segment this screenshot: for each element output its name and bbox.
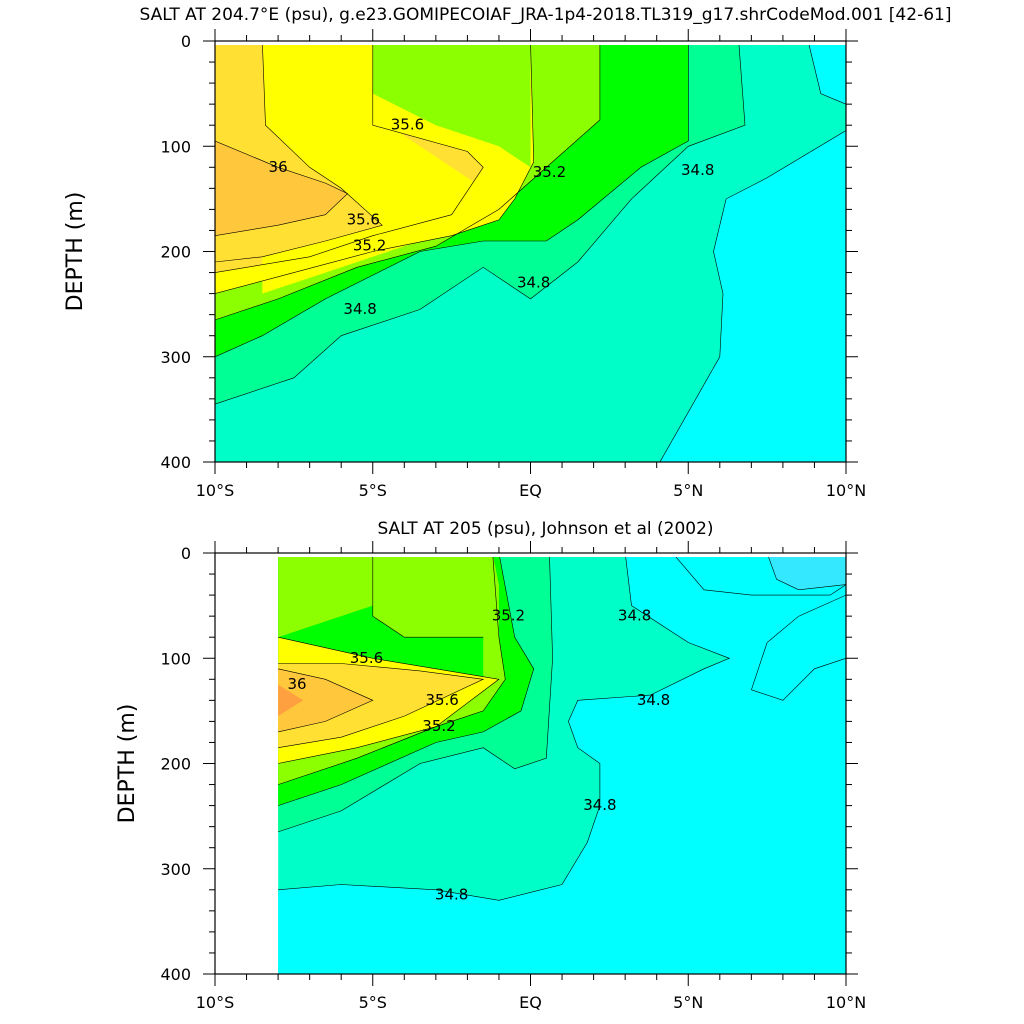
top-contour-line [659,130,846,462]
bottom-contour-line [278,557,506,785]
bottom-y-axis-label: DEPTH (m) [115,704,140,824]
top-x-tick-label: 5°S [359,481,387,500]
bottom-contour-label: 35.2 [422,717,455,735]
top-contour-label: 34.8 [343,300,376,318]
bottom-contour-region [278,557,373,638]
bottom-y-tick-label: 400 [160,965,191,984]
top-x-tick-label: 10°S [196,481,235,500]
top-contour-label: 36 [269,158,288,176]
bottom-contour-plot: SALT AT 205 (psu), Johnson et al (2002) 3… [115,519,866,1012]
bottom-filled-contours [278,557,847,974]
bottom-panel: SALT AT 205 (psu), Johnson et al (2002) 3… [0,512,1024,1024]
bottom-contour-region [278,668,373,732]
top-x-tick-label: 5°N [673,481,703,500]
top-contour-label: 35.2 [533,163,566,181]
bottom-x-tick-label: 10°N [826,993,866,1012]
bottom-contour-label: 34.8 [637,691,670,709]
bottom-y-tick-label: 100 [160,649,191,668]
top-contour-line [215,45,746,405]
top-contour-line [215,45,689,358]
top-y-tick-label: 300 [160,348,191,367]
top-contour-plot: SALT AT 204.7°E (psu), g.e23.GOMIPECOIAF… [63,5,952,500]
bottom-chart-title: SALT AT 205 (psu), Johnson et al (2002) [377,519,713,539]
top-y-tick-label: 100 [160,137,191,156]
bottom-contour-line [278,557,535,806]
top-x-tick-label: EQ [519,481,542,500]
top-contour-label: 35.2 [353,237,386,255]
bottom-contour-region [278,557,506,785]
bottom-contour-label: 36 [287,675,306,693]
bottom-contour-region [768,557,846,590]
bottom-contour-line [372,557,484,638]
bottom-y-tick-label: 200 [160,755,191,774]
bottom-x-tick-label: EQ [519,993,542,1012]
bottom-contour-region [278,684,304,717]
top-contour-line [215,45,601,321]
bottom-y-tick-label: 300 [160,860,191,879]
top-contour-label: 34.8 [517,274,550,292]
top-contour-label: 35.6 [391,116,424,134]
top-y-tick-label: 200 [160,243,191,262]
bottom-contour-label: 34.8 [618,607,651,625]
top-contour-region [659,130,846,462]
top-contour-label: 34.8 [681,161,714,179]
top-contour-region [809,45,846,105]
bottom-x-tick-label: 5°N [673,993,703,1012]
top-contour-line [808,45,846,105]
bottom-y-tick-label: 0 [181,544,191,563]
top-chart-title: SALT AT 204.7°E (psu), g.e23.GOMIPECOIAF… [140,5,952,25]
top-y-tick-label: 0 [181,32,191,51]
top-y-axis-label: DEPTH (m) [63,192,88,312]
top-contour-line [215,45,535,294]
top-panel: SALT AT 204.7°E (psu), g.e23.GOMIPECOIAF… [63,5,952,500]
bottom-contour-label: 34.8 [583,796,616,814]
top-filled-contours [215,45,846,462]
top-contour-line [215,140,349,236]
bottom-contour-line [675,557,847,596]
top-contour-line [215,45,383,263]
bottom-contour-line [768,557,847,591]
bottom-contour-region [278,557,846,974]
top-contour-region [215,141,348,236]
top-contour-line [215,45,484,273]
bottom-x-tick-label: 10°S [196,993,235,1012]
bottom-contour-line [751,594,847,701]
top-contour-region [372,45,531,168]
top-x-tick-label: 10°N [826,481,866,500]
bottom-contour-line [278,668,374,733]
bottom-contour-line [278,636,500,764]
bottom-contour-label: 35.6 [425,691,458,709]
top-y-tick-label: 400 [160,453,191,472]
bottom-contour-label: 35.2 [492,607,525,625]
bottom-contour-label: 34.8 [435,886,468,904]
bottom-contour-line [278,663,485,748]
bottom-contour-label: 35.6 [350,649,383,667]
bottom-contour-line [278,557,731,901]
top-contour-label: 35.6 [347,210,380,228]
bottom-contour-line [278,557,553,833]
bottom-x-tick-label: 5°S [359,993,387,1012]
